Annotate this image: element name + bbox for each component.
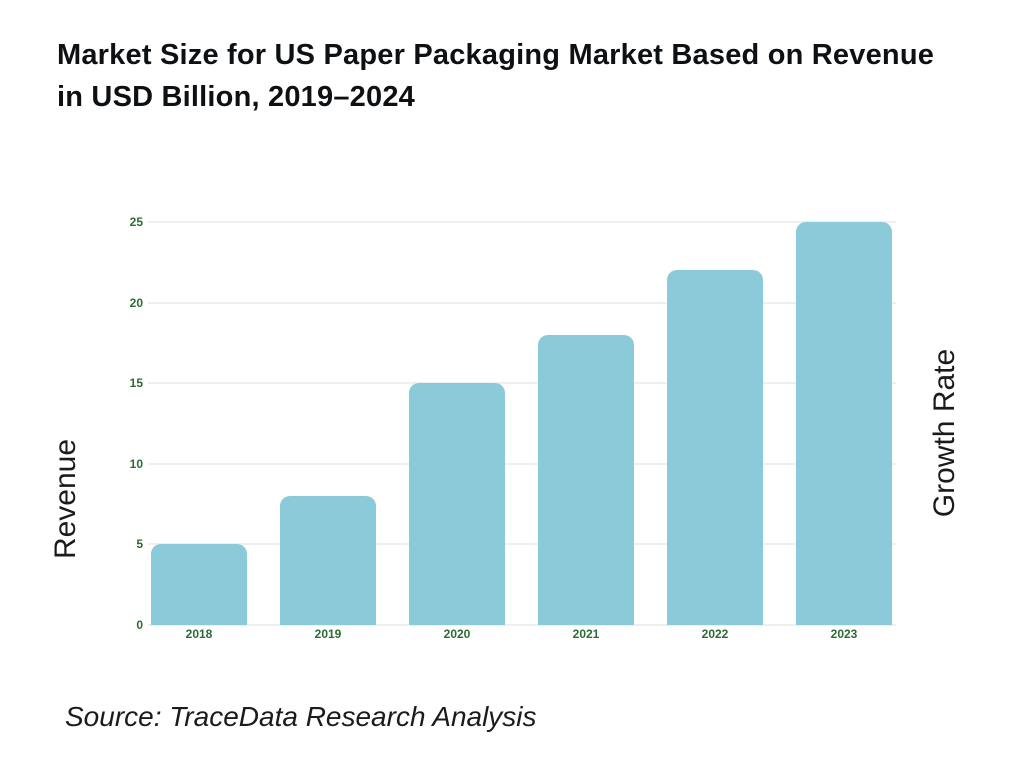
y-tick-20: 20 bbox=[129, 295, 143, 310]
y-tick-25: 25 bbox=[129, 215, 143, 229]
x-tick-2020: 2020 bbox=[443, 627, 471, 641]
y-tick-5: 5 bbox=[136, 537, 143, 552]
bar-2019 bbox=[280, 496, 376, 625]
x-tick-2021: 2021 bbox=[572, 627, 600, 641]
x-tick-2023: 2023 bbox=[830, 627, 858, 641]
gridline-5 bbox=[148, 543, 896, 546]
y-axis-ticks: 0 5 10 15 20 25 bbox=[0, 216, 143, 631]
y-tick-0: 0 bbox=[136, 618, 143, 632]
bar-2020 bbox=[409, 383, 505, 625]
x-tick-2019: 2019 bbox=[314, 627, 342, 641]
chart-title-line2: in USD Billion, 2019–2024 bbox=[57, 81, 415, 113]
y-tick-10: 10 bbox=[129, 456, 143, 471]
bar-2022 bbox=[667, 270, 763, 625]
x-tick-2018: 2018 bbox=[185, 627, 213, 641]
chart-title-line1: Market Size for US Paper Packaging Marke… bbox=[57, 39, 935, 71]
gridline-0 bbox=[148, 624, 896, 626]
source-note: Source: TraceData Research Analysis bbox=[65, 701, 537, 732]
y-tick-15: 15 bbox=[129, 376, 143, 391]
gridline-10 bbox=[148, 462, 896, 465]
bar-2021 bbox=[538, 334, 634, 625]
chart-title: Market Size for US Paper Packaging Marke… bbox=[57, 34, 934, 118]
gridline-15 bbox=[148, 382, 896, 385]
bar-2023 bbox=[796, 222, 892, 625]
gridline-20 bbox=[148, 301, 896, 304]
y-axis-label-growth-rate: Growth Rate bbox=[928, 348, 961, 518]
bar-2018 bbox=[151, 544, 247, 625]
x-axis-labels: 2018 2019 2020 2021 2022 2023 bbox=[148, 628, 896, 644]
gridline-25 bbox=[148, 221, 896, 223]
x-tick-2022: 2022 bbox=[701, 627, 729, 641]
plot-area bbox=[148, 221, 896, 626]
